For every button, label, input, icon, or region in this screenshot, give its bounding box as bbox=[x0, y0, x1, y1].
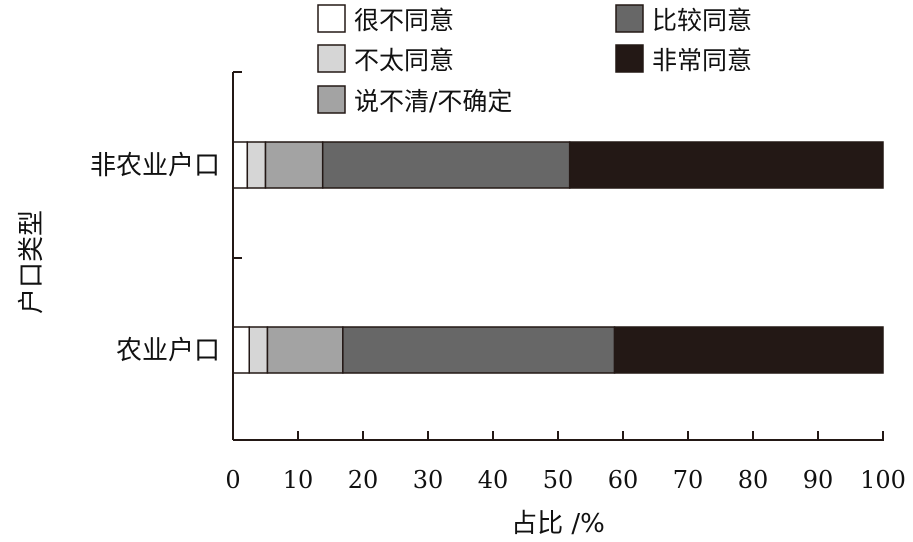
legend-swatch bbox=[317, 4, 346, 33]
legend-label: 不太同意 bbox=[354, 46, 454, 75]
legend-label: 非常同意 bbox=[652, 46, 752, 75]
legend-label: 很不同意 bbox=[354, 6, 454, 35]
bar-segment-1-2 bbox=[266, 326, 344, 374]
x-tick-label: 80 bbox=[738, 466, 769, 494]
x-tick-label: 10 bbox=[283, 466, 314, 494]
x-tick-label: 20 bbox=[348, 466, 379, 494]
x-tick-label: 50 bbox=[543, 466, 574, 494]
bar-segment-0-4 bbox=[568, 141, 884, 189]
category-label: 非农业户口 bbox=[90, 151, 220, 181]
bar-segment-0-1 bbox=[246, 141, 267, 189]
legend-swatch bbox=[317, 85, 346, 114]
x-tick-label: 70 bbox=[673, 466, 704, 494]
x-tick-label: 0 bbox=[225, 466, 240, 494]
bar-segment-0-2 bbox=[264, 141, 324, 189]
category-label: 农业户口 bbox=[116, 336, 220, 366]
legend-label: 说不清/不确定 bbox=[354, 87, 512, 116]
bar-segment-1-0 bbox=[232, 326, 250, 374]
x-axis-label: 占比 /% bbox=[511, 509, 605, 539]
bar-segment-1-4 bbox=[613, 326, 884, 374]
axes: 0 10 20 30 40 50 60 70 80 90 100 bbox=[225, 71, 906, 494]
legend-label: 比较同意 bbox=[652, 6, 752, 35]
bar-segment-0-0 bbox=[232, 141, 249, 189]
bar-segment-1-3 bbox=[342, 326, 616, 374]
x-tick-label: 30 bbox=[413, 466, 444, 494]
x-tick-label: 40 bbox=[478, 466, 509, 494]
x-tick-label: 60 bbox=[608, 466, 639, 494]
x-tick-label: 90 bbox=[803, 466, 834, 494]
y-axis-label: 户口类型 bbox=[17, 210, 47, 314]
legend-swatch bbox=[615, 44, 644, 73]
bar-segment-0-3 bbox=[321, 141, 571, 189]
bar-segment-1-1 bbox=[248, 326, 269, 374]
legend-swatch bbox=[615, 4, 644, 33]
x-tick-label: 100 bbox=[860, 466, 906, 494]
legend-swatch bbox=[317, 44, 346, 73]
